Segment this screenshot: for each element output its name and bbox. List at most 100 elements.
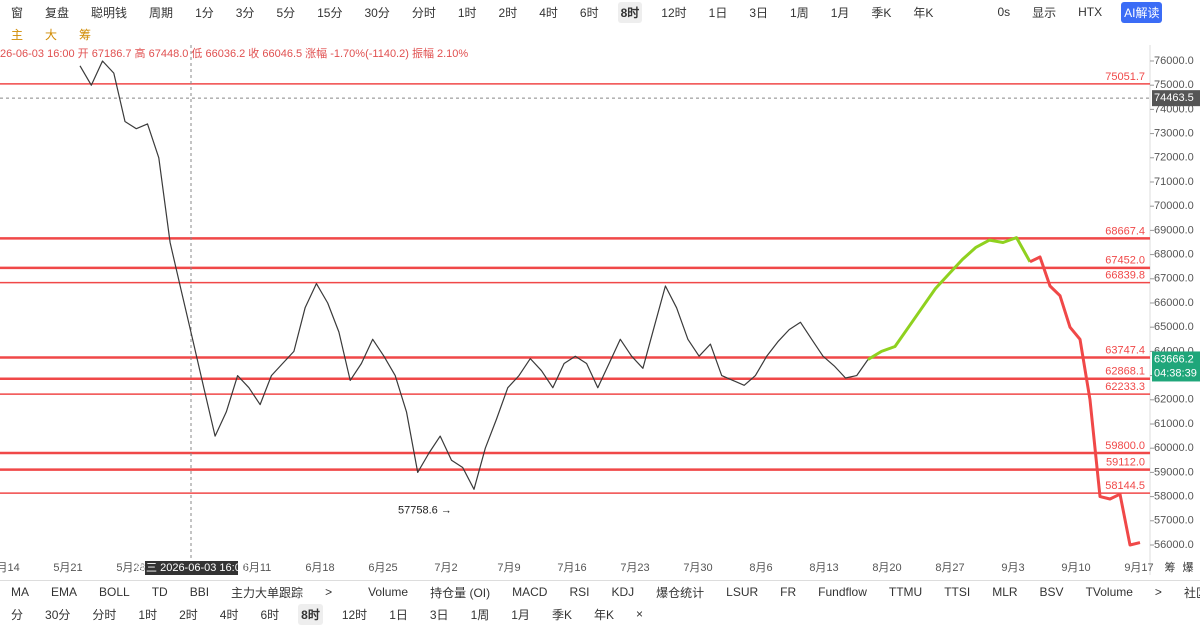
top-toolbar: 窗 复盘 聪明钱 周期 1分 3分 5分 15分 30分 分时 1时 2时 4时 6时 8时 12时 1日 3日 1… — [0, 0, 1200, 24]
tool-button[interactable]: 周期 — [149, 5, 174, 20]
indicator-bar: MA EMA BOLL TD BBI 主力大单跟踪 > Volume 持仓量 (OI) MACD R… — [0, 580, 1200, 603]
quick-button[interactable]: 主 — [11, 27, 24, 42]
period-button[interactable]: 4时 — [539, 5, 558, 20]
indicator-button[interactable]: MA — [11, 585, 29, 599]
y-tick-label: 73000.0 — [1154, 127, 1194, 139]
indicator-button[interactable]: 爆仓统计 — [656, 585, 705, 600]
period-button[interactable]: 4时 — [219, 607, 239, 622]
y-tick-label: 70000.0 — [1154, 200, 1194, 212]
level-label: 59112.0 — [1106, 457, 1145, 469]
x-tick-label: 8月6 — [749, 562, 772, 574]
y-tick-label: 66000.0 — [1154, 297, 1194, 309]
period-button[interactable]: 1日 — [389, 607, 408, 622]
indicator-button[interactable]: 持仓量 (OI) — [430, 585, 491, 600]
indicator-button[interactable]: BSV — [1039, 585, 1064, 599]
y-tick-label: 65000.0 — [1154, 321, 1194, 333]
period-button[interactable]: 30分 — [45, 607, 71, 622]
indicator-button[interactable]: TTMU — [888, 585, 923, 599]
ohlc-info: 26-06-03 16:00 开 67186.7 高 67448.0 低 660… — [0, 46, 468, 60]
indicator-button[interactable]: 主力大单跟踪 — [231, 585, 304, 600]
period-button[interactable]: 1周 — [470, 607, 490, 622]
side-button: 爆 — [1183, 560, 1194, 574]
indicator-button[interactable]: MACD — [512, 585, 548, 599]
period-bar: 分 30分 分时 1时 2时 4时 6时 8时 12时 1日 3日 1周 1月 季K 年K × — [0, 602, 1200, 626]
period-button[interactable]: 1时 — [138, 607, 158, 622]
y-tick-label: 59000.0 — [1154, 466, 1194, 478]
period-button[interactable]: 分时 — [92, 607, 117, 622]
indicator-button[interactable]: FR — [780, 585, 797, 599]
tool-button[interactable]: 聪明钱 — [91, 5, 128, 20]
period-button[interactable]: × — [635, 607, 643, 621]
x-tick-label: 8月20 — [872, 562, 901, 574]
indicator-button[interactable]: RSI — [569, 585, 590, 599]
indicator-button[interactable]: BOLL — [99, 585, 130, 599]
x-tick-label: 9月3 — [1001, 562, 1024, 574]
x-tick-label: 8月27 — [935, 562, 964, 574]
period-button[interactable]: 2时 — [498, 5, 518, 20]
x-tick-label: 7月9 — [497, 562, 520, 574]
y-tick-label: 56000.0 — [1154, 539, 1194, 551]
y-tick-label: 75000.0 — [1154, 79, 1194, 91]
indicator-button[interactable]: TD — [151, 585, 168, 599]
x-tick-label: 9月17 — [1124, 562, 1153, 574]
tool-button[interactable]: 复盘 — [45, 5, 70, 20]
indicator-button[interactable]: EMA — [51, 585, 78, 599]
indicator-button[interactable]: Volume — [368, 585, 409, 599]
indicator-button[interactable]: TTSI — [944, 585, 971, 599]
price-line — [867, 236, 1032, 361]
time-label: 周三 2026-06-03 16:00 — [135, 561, 247, 574]
period-button[interactable]: 3分 — [235, 5, 255, 20]
level-label: 67452.0 — [1105, 255, 1145, 267]
y-tick-label: 74000.0 — [1154, 103, 1194, 115]
period-button[interactable]: 30分 — [364, 5, 390, 20]
period-button[interactable]: 1时 — [457, 5, 477, 20]
tool-button[interactable]: HTX — [1078, 5, 1103, 19]
crosshair-tag — [1152, 90, 1200, 107]
period-button[interactable]: 分 — [11, 607, 24, 622]
y-tick-label: 68000.0 — [1154, 248, 1194, 260]
period-button[interactable]: 3日 — [749, 5, 769, 20]
period-button[interactable]: 12时 — [661, 5, 687, 20]
tool-button[interactable]: 0s — [997, 5, 1011, 19]
quick-button[interactable]: 筹 — [79, 27, 92, 42]
indicator-button[interactable]: KDJ — [611, 585, 635, 599]
last-price-label: 63666.2 — [1154, 353, 1194, 365]
x-tick-label: 7月30 — [683, 562, 712, 574]
period-button[interactable]: 季K — [551, 607, 572, 622]
period-button[interactable]: 3日 — [429, 607, 449, 622]
indicator-button[interactable]: LSUR — [726, 585, 759, 599]
period-button[interactable]: 1月 — [830, 5, 850, 20]
indicator-button[interactable]: MLR — [992, 585, 1018, 599]
period-button[interactable]: 2时 — [179, 607, 198, 622]
price-line — [1029, 255, 1141, 547]
indicator-button[interactable]: Fundflow — [818, 585, 867, 599]
period-button[interactable]: 1日 — [708, 5, 728, 20]
indicator-button[interactable]: > — [325, 585, 333, 599]
tool-button[interactable]: AI解读 — [1121, 1, 1163, 23]
level-label: 63747.4 — [1105, 344, 1145, 356]
period-button[interactable]: 12时 — [341, 607, 368, 622]
indicator-button[interactable]: TVolume — [1085, 585, 1133, 599]
indicator-button[interactable]: 社区指标 — [1183, 585, 1200, 600]
period-button[interactable]: 5分 — [276, 5, 296, 20]
period-button[interactable]: 年K — [913, 5, 934, 20]
period-button[interactable]: 1月 — [511, 607, 530, 622]
period-button[interactable]: 15分 — [317, 5, 343, 20]
indicator-button[interactable]: > — [1154, 585, 1162, 599]
period-button[interactable]: 1周 — [790, 5, 809, 20]
period-button[interactable]: 年K — [593, 607, 614, 622]
countdown-label: 04:38:39 — [1154, 367, 1197, 379]
tool-button[interactable]: 显示 — [1032, 5, 1057, 20]
tool-button[interactable]: 窗 — [11, 5, 24, 20]
period-button[interactable]: 8时 — [617, 1, 643, 23]
quick-button[interactable]: 大 — [45, 27, 58, 42]
period-button[interactable]: 6时 — [260, 607, 280, 622]
period-button[interactable]: 季K — [871, 5, 892, 20]
y-tick-label: 72000.0 — [1154, 152, 1194, 164]
period-button[interactable]: 8时 — [298, 603, 323, 625]
period-button[interactable]: 1分 — [195, 5, 214, 20]
period-button[interactable]: 分时 — [411, 5, 436, 20]
indicator-button[interactable]: BBI — [189, 585, 210, 599]
period-button[interactable]: 6时 — [579, 5, 599, 20]
